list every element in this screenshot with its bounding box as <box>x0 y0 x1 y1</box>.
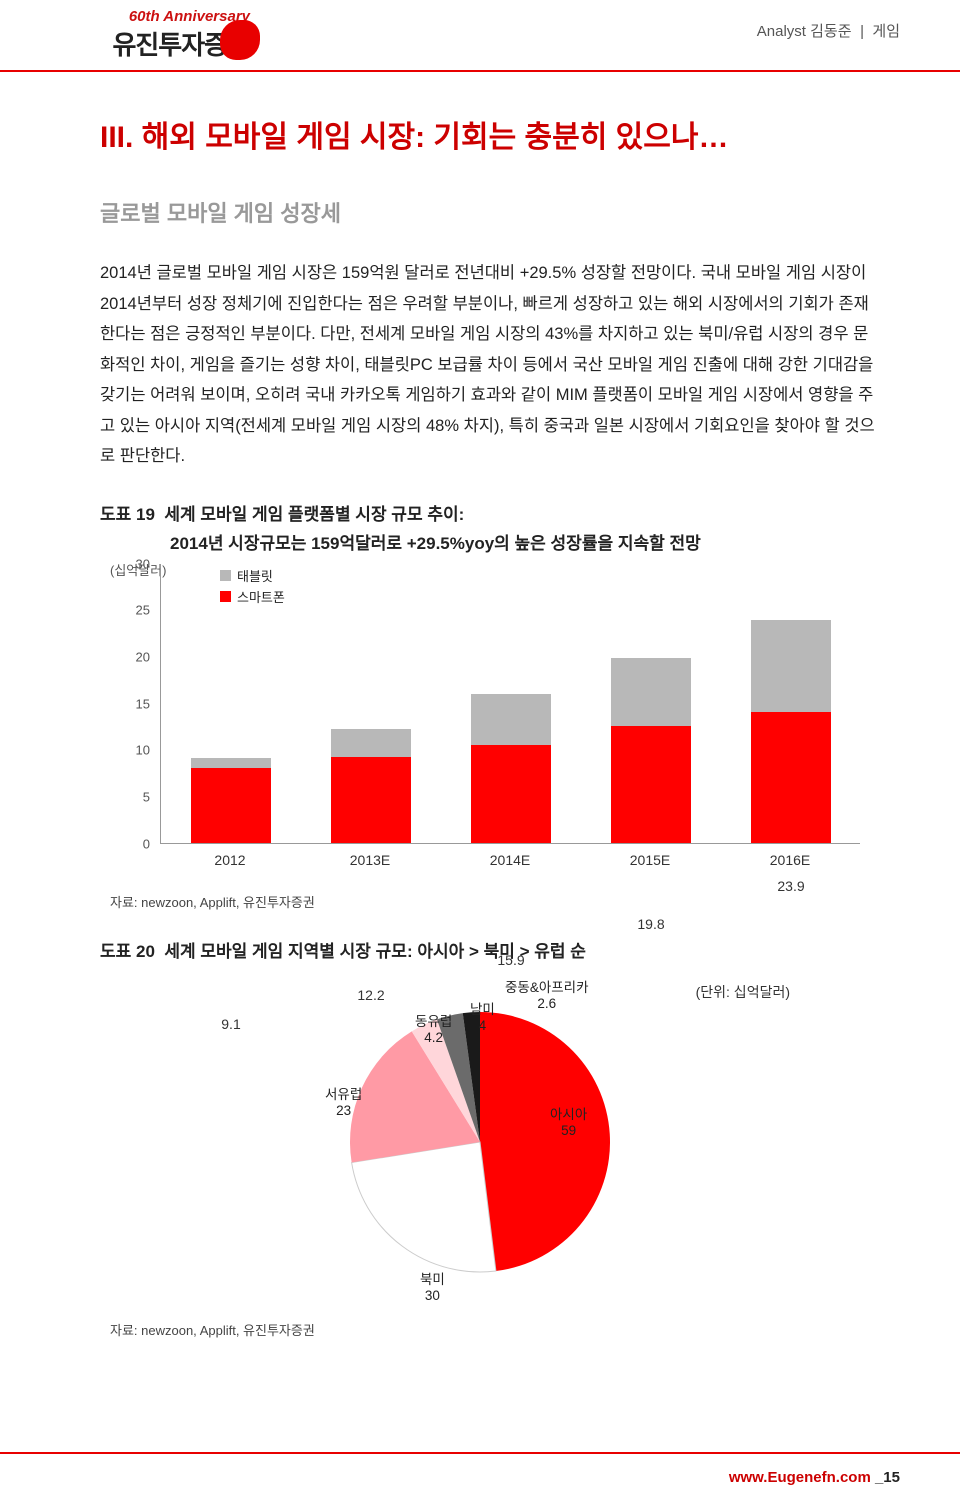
fig20-unit: (단위: 십억달러) <box>696 982 790 1002</box>
header-divider: | <box>856 23 872 40</box>
bar-seg-tablet <box>191 758 271 768</box>
y-tick-label: 30 <box>136 556 150 571</box>
pie-slice-0 <box>480 1012 610 1271</box>
logo-blob-icon <box>220 20 260 60</box>
fig19-bar-chart: (십억달러) 태블릿스마트폰 9.112.215.919.823.9 05101… <box>110 564 870 884</box>
x-tick-label: 2016E <box>750 852 830 868</box>
fig20-label: 도표 20 <box>100 942 155 961</box>
footer-rule <box>0 1452 960 1454</box>
y-tick-label: 25 <box>136 603 150 618</box>
section-title: III. 해외 모바일 게임 시장: 기회는 충분히 있으나… <box>100 112 880 156</box>
pie-label: 서유럽23 <box>325 1087 362 1121</box>
page-header: 60th Anniversary 유진투자증권 Analyst 김동준 | 게임 <box>0 0 960 70</box>
bar-seg-smartphone <box>191 768 271 843</box>
pie-slice-1 <box>352 1142 496 1272</box>
footer-url: www.Eugenefn.com <box>729 1469 871 1486</box>
logo-company: 유진투자증권 <box>20 25 250 62</box>
fig19-heading: 도표 19 세계 모바일 게임 플랫폼별 시장 규모 추이: <box>100 500 880 525</box>
bar-seg-smartphone <box>751 712 831 843</box>
analyst-name: Analyst 김동준 <box>757 23 852 40</box>
footer-page: _15 <box>875 1469 900 1486</box>
y-tick-label: 15 <box>136 696 150 711</box>
bar-seg-smartphone <box>611 726 691 843</box>
logo-anniversary: 60th Anniversary <box>20 8 250 25</box>
sector-label: 게임 <box>872 23 900 40</box>
section-subtitle: 글로벌 모바일 게임 성장세 <box>100 196 880 228</box>
body-paragraph: 2014년 글로벌 모바일 게임 시장은 159억원 달러로 전년대비 +29.… <box>100 258 880 472</box>
x-tick-label: 2014E <box>470 852 550 868</box>
pie-label: 북미30 <box>420 1272 445 1306</box>
x-tick-label: 2013E <box>330 852 410 868</box>
pie-label: 아시아59 <box>550 1107 587 1141</box>
fig20-pie-chart: (단위: 십억달러) 아시아59 북미30 서유럽23 동유럽4.2 남미4 중동&아프리… <box>100 972 860 1312</box>
x-tick-label: 2012 <box>190 852 270 868</box>
page-footer: www.Eugenefn.com _15 <box>729 1469 900 1486</box>
fig19-source: 자료: newzoon, Applift, 유진투자증권 <box>110 892 880 911</box>
bar-seg-smartphone <box>471 745 551 843</box>
pie-label: 동유럽4.2 <box>415 1014 452 1048</box>
bar-seg-tablet <box>751 620 831 712</box>
y-tick-label: 20 <box>136 649 150 664</box>
bar-seg-tablet <box>471 694 551 744</box>
y-tick-label: 10 <box>136 743 150 758</box>
logo-block: 60th Anniversary 유진투자증권 <box>20 8 250 63</box>
bar-value-label: 15.9 <box>471 952 551 968</box>
fig19-plot-area: 9.112.215.919.823.9 <box>160 564 860 844</box>
bar-seg-tablet <box>611 658 691 726</box>
fig19-subtitle: 2014년 시장규모는 159억달러로 +29.5%yoy의 높은 성장률을 지… <box>170 529 880 554</box>
y-tick-label: 5 <box>143 789 150 804</box>
bar-seg-tablet <box>331 729 411 757</box>
main-content: III. 해외 모바일 게임 시장: 기회는 충분히 있으나… 글로벌 모바일 … <box>0 72 960 1339</box>
x-tick-label: 2015E <box>610 852 690 868</box>
bar-seg-smartphone <box>331 757 411 843</box>
fig20-source: 자료: newzoon, Applift, 유진투자증권 <box>110 1320 880 1339</box>
y-tick-label: 0 <box>143 836 150 851</box>
pie-label: 남미4 <box>470 1002 495 1036</box>
fig20-pie-svg <box>330 992 630 1292</box>
bar-value-label: 19.8 <box>611 916 691 932</box>
pie-label: 중동&아프리카2.6 <box>505 980 589 1014</box>
fig19-title: 세계 모바일 게임 플랫폼별 시장 규모 추이: <box>164 505 464 524</box>
bar-value-label: 23.9 <box>751 878 831 894</box>
fig19-label: 도표 19 <box>100 505 155 524</box>
